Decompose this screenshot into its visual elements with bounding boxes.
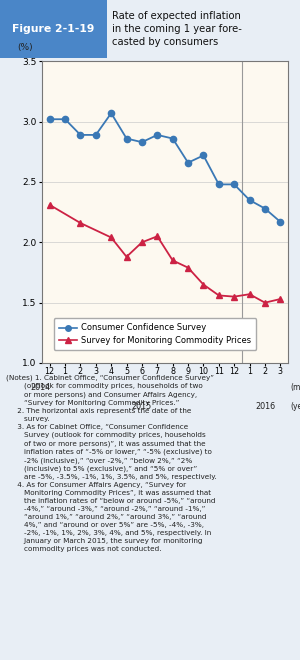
- Legend: Consumer Confidence Survey, Survey for Monitoring Commodity Prices: Consumer Confidence Survey, Survey for M…: [53, 318, 256, 350]
- Text: 2016: 2016: [255, 402, 275, 411]
- Text: (month): (month): [290, 383, 300, 391]
- Text: (year): (year): [290, 402, 300, 411]
- Bar: [0, 0, 106, 58]
- Text: 2015: 2015: [132, 402, 152, 411]
- Text: (%): (%): [17, 44, 33, 52]
- Text: 2014: 2014: [31, 383, 51, 391]
- Text: Rate of expected inflation
in the coming 1 year fore-
casted by consumers: Rate of expected inflation in the coming…: [112, 11, 242, 47]
- Text: (Notes) 1. Cabinet Office, “Consumer Confidence Survey”
        (outlook for com: (Notes) 1. Cabinet Office, “Consumer Con…: [6, 374, 217, 552]
- Text: Figure 2-1-19: Figure 2-1-19: [12, 24, 94, 34]
